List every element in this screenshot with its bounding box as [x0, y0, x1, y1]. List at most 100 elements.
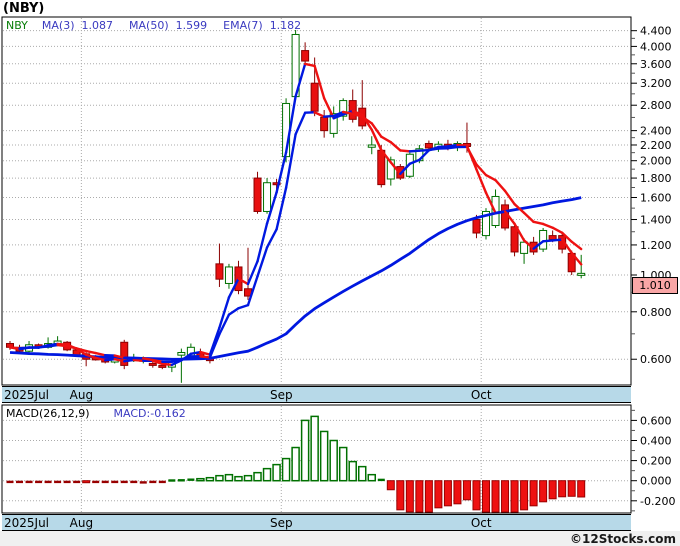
footer-bar: ©12Stocks.com: [0, 531, 680, 546]
macd-dash: [101, 480, 109, 484]
candle: [329, 113, 338, 134]
price-axis-label: 2.200: [640, 139, 672, 152]
ema7-line-segment: [94, 351, 107, 357]
ma3-line-segment: [170, 359, 183, 367]
macd-bar-negative: [520, 480, 529, 511]
macd-dash: [377, 478, 385, 482]
ma3-line-segment: [503, 210, 516, 226]
ma3-line-segment: [113, 358, 126, 363]
candle: [158, 364, 167, 368]
ma3-line-segment: [389, 161, 402, 176]
candle: [539, 229, 548, 250]
macd-params-label: MACD(26,12,9): [6, 407, 90, 420]
ma3-line-segment: [408, 158, 421, 165]
month-label: Aug: [69, 516, 94, 530]
ema7-line-segment: [494, 179, 507, 193]
macd-bar-negative: [453, 480, 462, 505]
ema7-line-segment: [322, 114, 335, 118]
candle: [301, 50, 310, 62]
price-axis-label: 1.200: [640, 239, 672, 252]
macd-bar-negative: [415, 480, 424, 513]
ma3-line-segment: [275, 151, 288, 194]
macd-bar-positive: [329, 439, 338, 482]
ma3-line-segment: [313, 64, 326, 100]
macd-axis-label: 0.000: [640, 475, 672, 488]
candle: [253, 177, 262, 212]
macd-dash: [25, 480, 33, 484]
ema7-line-segment: [351, 112, 364, 118]
ema7-line-segment: [151, 358, 164, 363]
ma3-line-segment: [265, 191, 278, 225]
page-title: (NBY): [3, 1, 45, 16]
month-label: Oct: [470, 516, 492, 530]
macd-bar-negative: [386, 480, 395, 491]
ema7-line-segment: [218, 313, 231, 336]
ema7-line-segment: [427, 147, 440, 152]
candle: [339, 100, 348, 117]
ma3-line-segment: [332, 113, 345, 120]
ma3-line-segment: [132, 358, 145, 362]
macd-bar-negative: [482, 480, 490, 513]
ma50-label: MA(50): [129, 19, 169, 32]
macd-dash: [130, 480, 138, 484]
ema7-line-segment: [370, 122, 383, 138]
macd-dash: [73, 480, 81, 484]
candle: [263, 182, 272, 212]
month-label: 2025Jul: [4, 516, 50, 530]
ema7-line-segment: [113, 354, 126, 360]
macd-bar-positive: [205, 476, 215, 482]
price-axis-label: 4.000: [640, 40, 672, 53]
macd-bar-positive: [234, 475, 243, 482]
ma3-line-segment: [227, 277, 240, 299]
macd-bar-positive: [291, 446, 300, 482]
month-label: Aug: [69, 388, 94, 402]
macd-bar-positive: [319, 430, 329, 482]
price-axis-label: 2.800: [640, 99, 672, 112]
ema7-label: EMA(7): [223, 19, 263, 32]
macd-bar-negative: [548, 480, 557, 500]
ma3-line-segment: [446, 143, 459, 148]
ema7-line-segment: [513, 202, 526, 215]
ema7-line-segment: [399, 149, 412, 153]
ema7-line-segment: [475, 163, 488, 177]
macd-bar-positive: [262, 467, 272, 482]
ma3-line-segment: [541, 239, 554, 243]
ema7-line-segment: [265, 228, 278, 249]
ma3-line-segment: [246, 260, 259, 286]
ema7-line-segment: [484, 173, 497, 182]
macd-bar-positive: [281, 457, 291, 482]
macd-dash: [111, 480, 119, 484]
candle: [548, 235, 557, 241]
macd-dash: [16, 480, 24, 484]
ma50-value: 1.599: [175, 19, 208, 32]
price-axis-label: 2.000: [640, 155, 672, 168]
price-axis-label: 0.800: [640, 306, 672, 319]
ma3-line-segment: [418, 149, 431, 162]
macd-bar-negative: [405, 480, 414, 513]
ema7-line-segment: [208, 332, 221, 359]
candle: [310, 82, 319, 112]
price-axis-label: 3.200: [640, 77, 672, 90]
ma3-line-segment: [237, 277, 250, 286]
ema7-line-segment: [56, 343, 69, 348]
macd-bar-negative: [424, 480, 433, 513]
ema7-line-segment: [170, 358, 183, 364]
candle: [224, 266, 233, 284]
ma3-line-segment: [560, 238, 573, 255]
symbol-label: NBY: [6, 19, 28, 32]
month-label: Sep: [269, 516, 293, 530]
candle: [424, 142, 433, 149]
macd-bar-positive: [310, 415, 319, 482]
macd-dash: [6, 480, 14, 484]
watermark-label: ©12Stocks.com: [570, 532, 676, 546]
ma3-line-segment: [532, 240, 545, 250]
macd-bar-positive: [272, 463, 281, 482]
macd-dash: [44, 480, 52, 484]
ema7-line-segment: [570, 240, 583, 251]
macd-bar-positive: [215, 474, 224, 482]
ma3-line-segment: [303, 62, 316, 68]
macd-bar-negative: [462, 480, 471, 501]
ma3-line-segment: [456, 143, 469, 147]
price-panel: [1, 16, 632, 386]
candle: [510, 226, 519, 253]
